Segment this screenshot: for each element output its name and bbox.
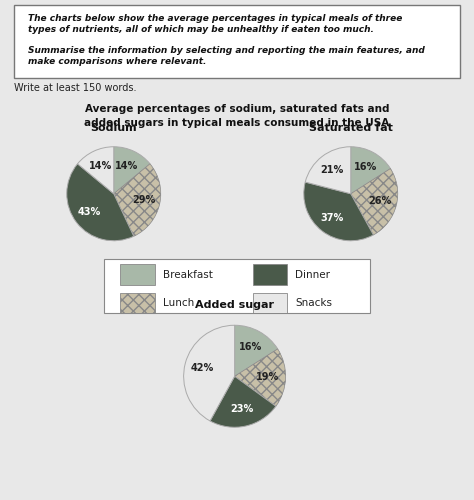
Text: Write at least 150 words.: Write at least 150 words. xyxy=(14,83,137,93)
FancyBboxPatch shape xyxy=(253,292,287,313)
FancyBboxPatch shape xyxy=(253,264,287,285)
Text: 26%: 26% xyxy=(369,196,392,206)
Wedge shape xyxy=(235,325,278,376)
Text: Average percentages of sodium, saturated fats and
added sugars in typical meals : Average percentages of sodium, saturated… xyxy=(84,104,390,128)
Wedge shape xyxy=(67,164,134,240)
Wedge shape xyxy=(304,182,374,240)
FancyBboxPatch shape xyxy=(14,5,460,78)
FancyBboxPatch shape xyxy=(120,292,155,313)
Text: The charts below show the average percentages in typical meals of three
types of: The charts below show the average percen… xyxy=(27,14,402,34)
Text: 42%: 42% xyxy=(191,363,214,373)
Text: Summarise the information by selecting and reporting the main features, and
make: Summarise the information by selecting a… xyxy=(27,46,424,66)
Text: Snacks: Snacks xyxy=(295,298,332,308)
Wedge shape xyxy=(235,349,286,406)
Text: 16%: 16% xyxy=(354,162,377,172)
Title: Saturated fat: Saturated fat xyxy=(309,123,392,133)
Wedge shape xyxy=(183,325,235,421)
Title: Added sugar: Added sugar xyxy=(195,300,274,310)
Text: 19%: 19% xyxy=(256,372,279,382)
Text: Breakfast: Breakfast xyxy=(163,270,212,280)
Text: 14%: 14% xyxy=(115,161,138,171)
Text: 43%: 43% xyxy=(78,208,101,218)
Wedge shape xyxy=(114,147,150,194)
Text: Lunch: Lunch xyxy=(163,298,194,308)
Title: Sodium: Sodium xyxy=(91,123,137,133)
Text: 14%: 14% xyxy=(89,161,112,171)
Text: Dinner: Dinner xyxy=(295,270,330,280)
Wedge shape xyxy=(114,164,161,236)
Text: 29%: 29% xyxy=(132,196,155,205)
Text: 21%: 21% xyxy=(320,164,344,174)
Wedge shape xyxy=(351,168,398,235)
Text: 23%: 23% xyxy=(230,404,254,413)
Wedge shape xyxy=(78,147,114,194)
Text: 37%: 37% xyxy=(320,213,344,223)
Wedge shape xyxy=(210,376,276,427)
FancyBboxPatch shape xyxy=(120,264,155,285)
Wedge shape xyxy=(351,147,391,194)
Text: 16%: 16% xyxy=(239,342,262,352)
FancyBboxPatch shape xyxy=(104,258,370,312)
Wedge shape xyxy=(305,147,351,194)
